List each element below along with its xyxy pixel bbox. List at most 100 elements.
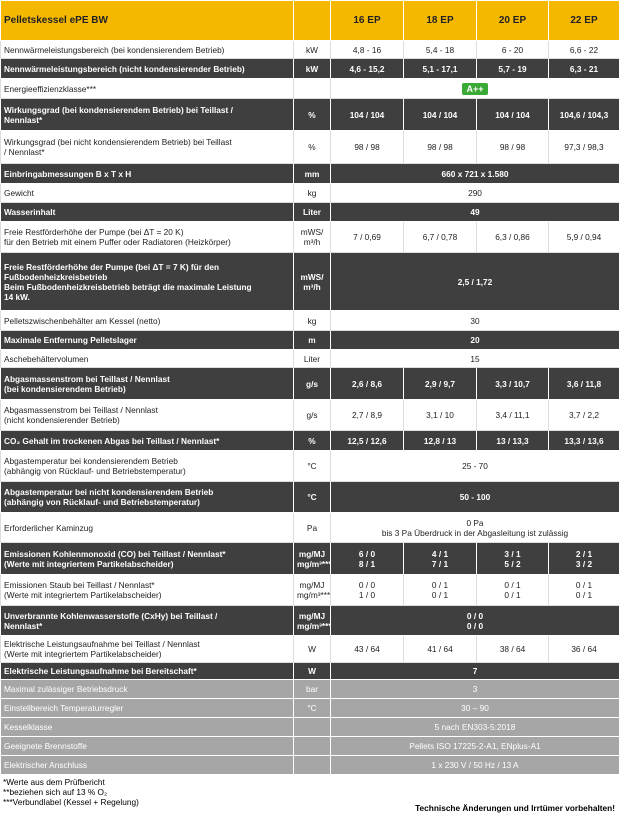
- row-value: 12,5 / 12,6: [331, 431, 404, 451]
- row-label: Elektrische Leistungsaufnahme bei Teilla…: [1, 636, 294, 663]
- footnote: **beziehen sich auf 13 % O₂: [3, 787, 139, 797]
- row-unit: °C: [294, 451, 331, 482]
- header-column: 20 EP: [477, 1, 549, 41]
- row-unit: Liter: [294, 203, 331, 222]
- row-value: 97,3 / 98,3: [549, 131, 619, 164]
- row-value: 98 / 98: [404, 131, 477, 164]
- row: Emissionen Staub bei Teillast / Nennlast…: [1, 575, 619, 606]
- disclaimer: Technische Änderungen und Irrtümer vorbe…: [415, 803, 615, 813]
- row-value: 290: [331, 184, 619, 203]
- row-unit: [294, 756, 331, 775]
- row-label: Abgastemperatur bei kondensierendem Betr…: [1, 451, 294, 482]
- row-value: 6,3 / 0,86: [477, 222, 549, 253]
- row-label: Emissionen Kohlenmonoxid (CO) bei Teilla…: [1, 543, 294, 575]
- row-value: 41 / 64: [404, 636, 477, 663]
- row-value: 660 x 721 x 1.580: [331, 164, 619, 184]
- row-value: 12,8 / 13: [404, 431, 477, 451]
- footer: *Werte aus dem Prüfbericht**beziehen sic…: [0, 775, 619, 824]
- row-value: 13 / 13,3: [477, 431, 549, 451]
- row-value: 6 - 20: [477, 41, 549, 59]
- row-unit: mm: [294, 164, 331, 184]
- header-column: 18 EP: [404, 1, 477, 41]
- header-title: Pelletskessel ePE BW: [1, 1, 294, 41]
- row-value: 7 / 0,69: [331, 222, 404, 253]
- row-unit: °C: [294, 482, 331, 513]
- row: Nennwärmeleistungsbereich (nicht kondens…: [1, 59, 619, 79]
- row-value: 3,6 / 11,8: [549, 368, 619, 400]
- row-label: Erforderlicher Kaminzug: [1, 513, 294, 543]
- row-label: CO₂ Gehalt im trockenen Abgas bei Teilla…: [1, 431, 294, 451]
- row-label: Elektrische Leistungsaufnahme bei Bereit…: [1, 663, 294, 680]
- row-value: 20: [331, 331, 619, 350]
- row: Emissionen Kohlenmonoxid (CO) bei Teilla…: [1, 543, 619, 575]
- row-value: 0 Pa bis 3 Pa Überdruck in der Abgasleit…: [331, 513, 619, 543]
- row-value: 2,6 / 8,6: [331, 368, 404, 400]
- header-column: 16 EP: [331, 1, 404, 41]
- row: Energieeffizienzklasse*** A++: [1, 79, 619, 99]
- row-label: Elektrischer Anschluss: [1, 756, 294, 775]
- row-value: 5,9 / 0,94: [549, 222, 619, 253]
- row-label: Nennwärmeleistungsbereich (bei kondensie…: [1, 41, 294, 59]
- row-value: 3,3 / 10,7: [477, 368, 549, 400]
- row-value: 36 / 64: [549, 636, 619, 663]
- row-value: 4 / 1 7 / 1: [404, 543, 477, 575]
- row-value: 0 / 0 0 / 0: [331, 606, 619, 636]
- row: Elektrische Leistungsaufnahme bei Teilla…: [1, 636, 619, 663]
- row-value: Pellets ISO 17225-2-A1, ENplus-A1: [331, 737, 619, 756]
- row: Abgastemperatur bei nicht kondensierende…: [1, 482, 619, 513]
- row-value: 104 / 104: [404, 99, 477, 131]
- row-unit: [294, 737, 331, 756]
- row-value: 0 / 1 0 / 1: [404, 575, 477, 606]
- badge-cell: A++: [331, 79, 619, 99]
- row-unit: Liter: [294, 350, 331, 368]
- row-value: 104 / 104: [331, 99, 404, 131]
- row-label: Energieeffizienzklasse***: [1, 79, 294, 99]
- row: Unverbrannte Kohlenwasserstoffe (CxHy) b…: [1, 606, 619, 636]
- row-unit: kg: [294, 184, 331, 203]
- row-value: 5,1 - 17,1: [404, 59, 477, 79]
- row: Abgasmassenstrom bei Teillast / Nennlast…: [1, 368, 619, 400]
- row: Freie Restförderhöhe der Pumpe (bei ΔT =…: [1, 222, 619, 253]
- row-value: 104 / 104: [477, 99, 549, 131]
- row-value: 7: [331, 663, 619, 680]
- row-unit: kg: [294, 311, 331, 331]
- row-value: 30: [331, 311, 619, 331]
- energy-badge: A++: [462, 83, 487, 95]
- row-value: 3,4 / 11,1: [477, 400, 549, 431]
- row-label: Freie Restförderhöhe der Pumpe (bei ΔT =…: [1, 253, 294, 311]
- row-value: 98 / 98: [477, 131, 549, 164]
- row-value: 3 / 1 5 / 2: [477, 543, 549, 575]
- row-unit: mg/MJ mg/m³***: [294, 575, 331, 606]
- header-unit: [294, 1, 331, 41]
- row-unit: Pa: [294, 513, 331, 543]
- row-value: 2 / 1 3 / 2: [549, 543, 619, 575]
- row: Abgasmassenstrom bei Teillast / Nennlast…: [1, 400, 619, 431]
- row-label: Abgasmassenstrom bei Teillast / Nennlast…: [1, 368, 294, 400]
- row-unit: %: [294, 431, 331, 451]
- row-value: 3: [331, 680, 619, 699]
- row-value: 98 / 98: [331, 131, 404, 164]
- row-value: 5,4 - 18: [404, 41, 477, 59]
- row-value: 43 / 64: [331, 636, 404, 663]
- row-value: 0 / 0 1 / 0: [331, 575, 404, 606]
- row-value: 5 nach EN303-5:2018: [331, 718, 619, 737]
- row-unit: W: [294, 636, 331, 663]
- row: Elektrische Leistungsaufnahme bei Bereit…: [1, 663, 619, 680]
- row-value: 0 / 1 0 / 1: [477, 575, 549, 606]
- row-unit: °C: [294, 699, 331, 718]
- row-value: 49: [331, 203, 619, 222]
- row-value: 38 / 64: [477, 636, 549, 663]
- row-label: Gewicht: [1, 184, 294, 203]
- row-label: Wasserinhalt: [1, 203, 294, 222]
